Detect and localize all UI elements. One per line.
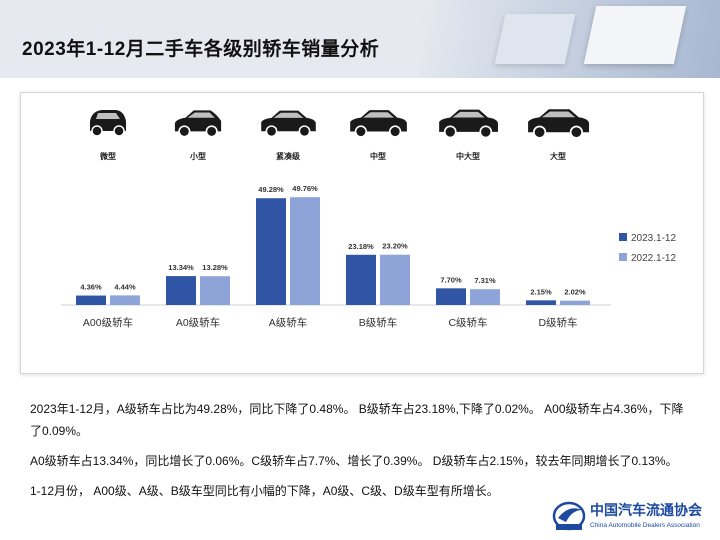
bar [256, 198, 286, 305]
chart-panel: 微型 4.36% 4.44% A00级轿车 小型 13.34% 13.28% A0级轿车 紧凑级… [20, 92, 704, 374]
data-label: 49.76% [292, 184, 318, 193]
bar [200, 276, 230, 305]
header-decoration-panel [494, 14, 576, 64]
description-line: 1-12月份， A00级、A级、B级车型同比有小幅的下降，A0级、C级、D级车型… [30, 484, 499, 498]
data-label: 4.36% [80, 283, 102, 292]
data-label: 13.28% [202, 263, 228, 272]
car-type-label: 小型 [189, 151, 206, 161]
data-label: 7.31% [474, 276, 496, 285]
description-line: A0级轿车占13.34%，同比增长了0.06%。C级轿车占7.7%、增长了0.3… [30, 454, 678, 468]
bar [290, 197, 320, 305]
logo-name-en: China Automobile Dealers Association [590, 522, 700, 529]
bar [346, 254, 376, 305]
data-label: 7.70% [440, 275, 462, 284]
data-label: 13.34% [168, 263, 194, 272]
legend-label: 2023.1-12 [631, 233, 676, 244]
bar-chart: 微型 4.36% 4.44% A00级轿车 小型 13.34% 13.28% A0级轿车 紧凑级… [61, 109, 676, 329]
car-silhouette-icon [439, 109, 498, 139]
bar [166, 276, 196, 305]
logo-name-cn: 中国汽车流通协会 [590, 502, 703, 518]
car-silhouette-icon [90, 110, 126, 137]
car-type-label: 紧凑级 [276, 151, 301, 161]
page-title: 2023年1-12月二手车各级别轿车销量分析 [22, 39, 380, 60]
association-logo: 中国汽车流通协会 China Automobile Dealers Associ… [552, 496, 720, 534]
category-label: A00级轿车 [83, 316, 133, 329]
header-decoration-panel [583, 6, 687, 64]
bar [560, 300, 590, 305]
data-label: 49.28% [258, 185, 284, 194]
data-label: 2.15% [530, 287, 552, 296]
logo-emblem-icon [552, 501, 586, 531]
car-silhouette-icon [528, 109, 590, 139]
description-line: 了0.09%。 [30, 424, 89, 438]
data-label: 23.18% [348, 242, 374, 251]
car-silhouette-icon [350, 110, 407, 138]
category-label: A级轿车 [269, 316, 308, 329]
data-label: 4.44% [114, 282, 136, 291]
car-type-label: 大型 [550, 151, 566, 161]
description-line: 2023年1-12月，A级轿车占比为49.28%，同比下降了0.48%。 B级轿… [30, 402, 684, 416]
header-band [0, 0, 720, 78]
category-label: D级轿车 [538, 316, 577, 329]
category-label: B级轿车 [359, 316, 398, 329]
legend-swatch [619, 253, 627, 261]
car-type-label: 微型 [99, 151, 116, 161]
data-label: 23.20% [382, 242, 408, 251]
car-silhouette-icon [174, 110, 222, 138]
category-label: A0级轿车 [176, 316, 220, 329]
car-silhouette-icon [261, 110, 316, 138]
legend-swatch [619, 233, 627, 241]
bar [526, 300, 556, 305]
bar [470, 289, 500, 305]
bar [76, 295, 106, 305]
legend-label: 2022.1-12 [631, 253, 676, 264]
data-label: 2.02% [564, 288, 586, 297]
car-type-label: 中大型 [456, 151, 480, 161]
bar [380, 254, 410, 305]
car-type-label: 中型 [370, 151, 386, 161]
bar [110, 295, 140, 305]
bar [436, 288, 466, 305]
category-label: C级轿车 [448, 316, 487, 329]
